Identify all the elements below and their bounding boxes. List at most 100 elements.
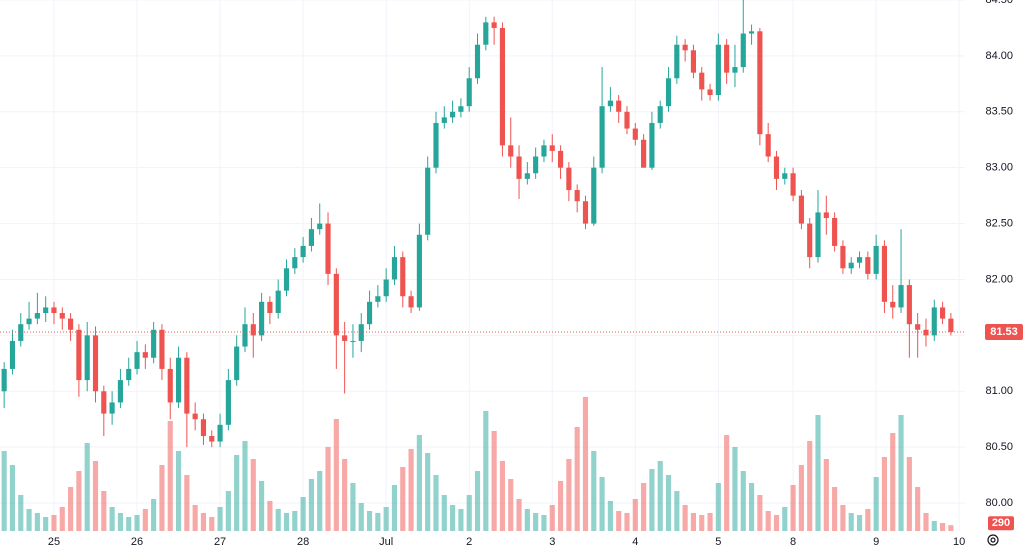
candle-body [715, 44, 721, 96]
volume-bar [591, 451, 597, 531]
x-tick-label: 4 [632, 536, 638, 548]
candles [1, 0, 954, 448]
volume-bar [557, 481, 564, 531]
last-volume-box [988, 516, 1014, 531]
candle-body [508, 145, 514, 157]
volume-bar [366, 511, 373, 531]
volume-bar [175, 451, 182, 531]
settings-icon[interactable] [987, 534, 999, 546]
y-tick-label: 83.00 [985, 162, 1013, 174]
candle-body [225, 380, 231, 425]
candle-body [690, 50, 697, 73]
candle-body [142, 352, 148, 358]
candle-body [856, 257, 863, 263]
candle-body [557, 150, 564, 168]
y-tick-label: 80.50 [985, 441, 1013, 453]
volume-bar [200, 513, 207, 531]
volume-bar [499, 461, 506, 531]
candle-body [275, 290, 281, 314]
candle-body [657, 106, 663, 123]
candle-body [209, 435, 215, 442]
gear-outline [987, 534, 999, 546]
candle-body [541, 145, 547, 157]
gear-center [990, 537, 996, 543]
volume-bar [881, 457, 888, 531]
volume-bar [68, 487, 74, 531]
candle-body [126, 368, 132, 381]
y-tick-label: 83.50 [985, 106, 1013, 118]
volume-bar [765, 511, 771, 531]
candle-body [616, 100, 622, 112]
volume-bar [848, 513, 854, 531]
candle-body [283, 268, 290, 291]
last-price-label: 81.53 [990, 326, 1018, 338]
volume-bar [790, 485, 796, 531]
candle-body [566, 167, 572, 191]
volume-bar [242, 441, 248, 531]
candle-body [840, 245, 846, 269]
volume-bar [209, 517, 215, 531]
volume-bar [408, 449, 414, 531]
volume-bar [117, 513, 123, 531]
volume-bar [582, 397, 589, 531]
candle-body [524, 173, 530, 179]
candle-body [250, 324, 256, 336]
x-tick-label: 5 [715, 536, 721, 548]
candle-body [624, 111, 630, 129]
candle-body [192, 413, 198, 420]
volume-bar [51, 515, 57, 531]
candle-body [757, 31, 763, 135]
volume-bar [134, 515, 140, 531]
volume-bar [815, 415, 821, 531]
y-tick-label: 80.00 [985, 497, 1013, 509]
volume-bar [400, 467, 406, 531]
volume-bar [474, 471, 481, 531]
volume-bar [358, 503, 364, 531]
volume-bar [9, 465, 16, 531]
candle-body [109, 402, 115, 414]
volume-bar [873, 477, 879, 531]
candle-body [632, 128, 638, 140]
volume-bar [101, 491, 107, 531]
candle-body [865, 257, 871, 274]
volume-bars [1, 397, 954, 531]
volume-bar [350, 483, 356, 531]
candle-body [740, 33, 746, 68]
volume-bar [533, 513, 539, 531]
volume-bar [682, 505, 688, 531]
candle-body [175, 357, 182, 403]
volume-bar [732, 447, 738, 531]
volume-bar [782, 507, 788, 531]
candle-body [682, 44, 688, 51]
candle-body [641, 139, 647, 168]
candle-body [474, 44, 481, 79]
candle-body [92, 335, 99, 392]
volume-bar [317, 471, 323, 531]
candle-body [342, 335, 348, 341]
volume-bar [699, 515, 705, 531]
candle-body [873, 245, 879, 274]
volume-bar [798, 465, 804, 531]
volume-bar [225, 491, 231, 531]
volume-bar [807, 441, 813, 531]
candle-body [259, 301, 265, 336]
y-tick-label: 84.00 [985, 50, 1013, 62]
volume-bar [757, 495, 763, 531]
candle-body [59, 313, 65, 319]
candle-body [599, 106, 605, 168]
candle-body [292, 257, 298, 269]
volume-bar [641, 483, 647, 531]
volume-bar [690, 513, 697, 531]
candle-body [890, 301, 896, 308]
candle-body [848, 262, 854, 269]
volume-bar [491, 431, 497, 531]
volume-bar [450, 505, 456, 531]
volume-bar [466, 495, 472, 531]
last-volume-label: 290 [992, 517, 1010, 529]
candle-body [790, 173, 796, 196]
volume-bar [607, 501, 613, 531]
candle-body [607, 100, 613, 107]
candle-body [483, 22, 489, 45]
candle-body [1, 368, 7, 392]
volume-bar [508, 479, 514, 531]
